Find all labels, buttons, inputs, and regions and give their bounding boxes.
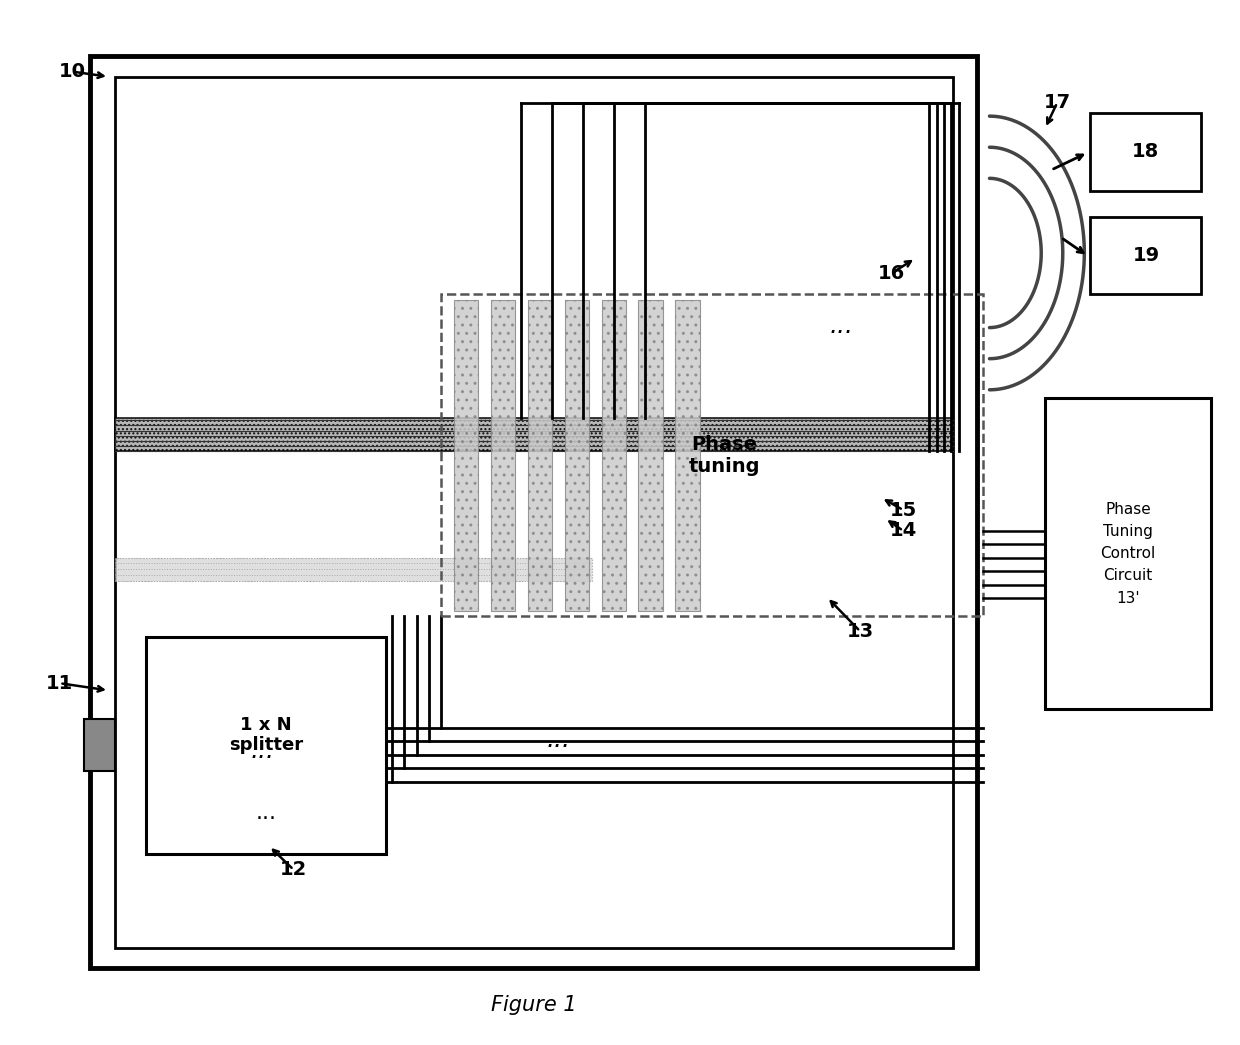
Text: 16: 16 [878,264,905,283]
Text: 15: 15 [889,501,916,519]
Bar [115,76,952,948]
Bar [528,300,552,610]
Bar [441,295,983,616]
Bar [115,418,952,451]
Text: ...: ... [255,803,277,822]
Text: ...: ... [547,728,570,752]
Bar [639,300,663,610]
Bar [84,719,115,771]
Text: 11: 11 [46,674,73,693]
Text: 10: 10 [58,62,86,82]
Text: ...: ... [830,314,853,338]
Text: Phase
tuning: Phase tuning [689,435,760,475]
Bar [564,300,589,610]
Bar [115,558,593,581]
Bar [1090,113,1202,191]
Bar [601,300,626,610]
Text: ...: ... [250,739,275,763]
Bar [91,56,977,969]
Text: 17: 17 [1044,93,1071,112]
Text: Figure 1: Figure 1 [491,995,577,1015]
Bar [454,300,479,610]
Text: 18: 18 [1132,142,1159,161]
Bar [146,636,386,854]
Text: 19: 19 [1132,246,1159,265]
Bar [491,300,516,610]
Text: 1 x N
splitter: 1 x N splitter [229,716,303,754]
Bar [676,300,701,610]
Text: 12: 12 [280,860,308,879]
Bar [1090,216,1202,295]
Text: 13: 13 [847,622,874,641]
Text: Phase
Tuning
Control
Circuit
13': Phase Tuning Control Circuit 13' [1100,502,1156,605]
Bar [1045,398,1211,710]
Text: 14: 14 [889,521,916,540]
